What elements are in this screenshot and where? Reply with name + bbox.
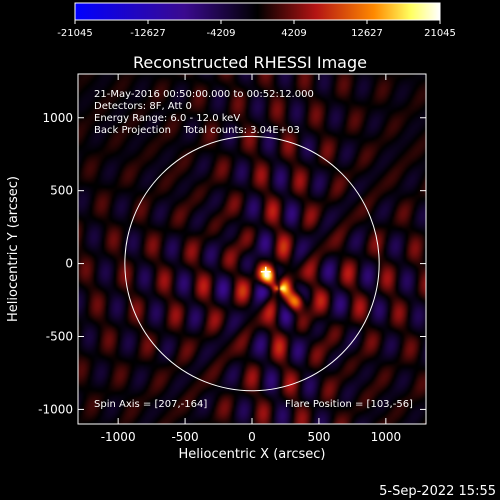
y-tick-label: 500 xyxy=(50,184,73,198)
axis-ticks: -1000 -500 0 500 1000 -1000 -500 0 500 1000 xyxy=(38,74,426,444)
y-tick-label: -500 xyxy=(46,330,73,344)
x-tick-label: 1000 xyxy=(371,430,402,444)
colorbar-ticks: -21045 -12627 -4209 4209 12627 21045 xyxy=(57,20,456,39)
plot-area xyxy=(78,74,426,424)
colorbar-tick-label: -12627 xyxy=(130,28,165,39)
x-tick-label: -1000 xyxy=(101,430,136,444)
x-axis-label: Heliocentric X (arcsec) xyxy=(179,447,326,462)
info-line-time: 21-May-2016 00:50:00.000 to 00:52:12.000 xyxy=(94,89,314,100)
colorbar-tick-label: -4209 xyxy=(206,28,235,39)
y-axis-label: Heliocentric Y (arcsec) xyxy=(6,176,21,322)
info-line-method: Back Projection Total counts: 3.04E+03 xyxy=(94,125,300,136)
spin-axis-label: Spin Axis = [207,-164] xyxy=(94,399,207,410)
solar-disk-outline xyxy=(124,135,380,392)
colorbar xyxy=(74,2,441,21)
x-tick-label: 500 xyxy=(307,430,330,444)
colorbar-tick-label: -21045 xyxy=(57,28,92,39)
y-tick-label: -1000 xyxy=(38,402,73,416)
y-tick-label: 1000 xyxy=(42,111,73,125)
colorbar-tick-label: 12627 xyxy=(351,28,383,39)
flare-position-marker xyxy=(260,266,271,277)
chart-title: Reconstructed RHESSI Image xyxy=(133,53,367,72)
x-tick-label: -500 xyxy=(171,430,198,444)
y-tick-label: 0 xyxy=(65,257,73,271)
x-tick-label: 0 xyxy=(248,430,256,444)
colorbar-tick-label: 4209 xyxy=(281,28,306,39)
heatmap-image xyxy=(78,74,426,424)
colorbar-tick-label: 21045 xyxy=(424,28,456,39)
info-line-detectors: Detectors: 8F, Att 0 xyxy=(94,101,192,112)
timestamp: 5-Sep-2022 15:55 xyxy=(379,484,496,499)
flare-position-label: Flare Position = [103,-56] xyxy=(285,399,413,410)
info-line-energy: Energy Range: 6.0 - 12.0 keV xyxy=(94,113,240,124)
